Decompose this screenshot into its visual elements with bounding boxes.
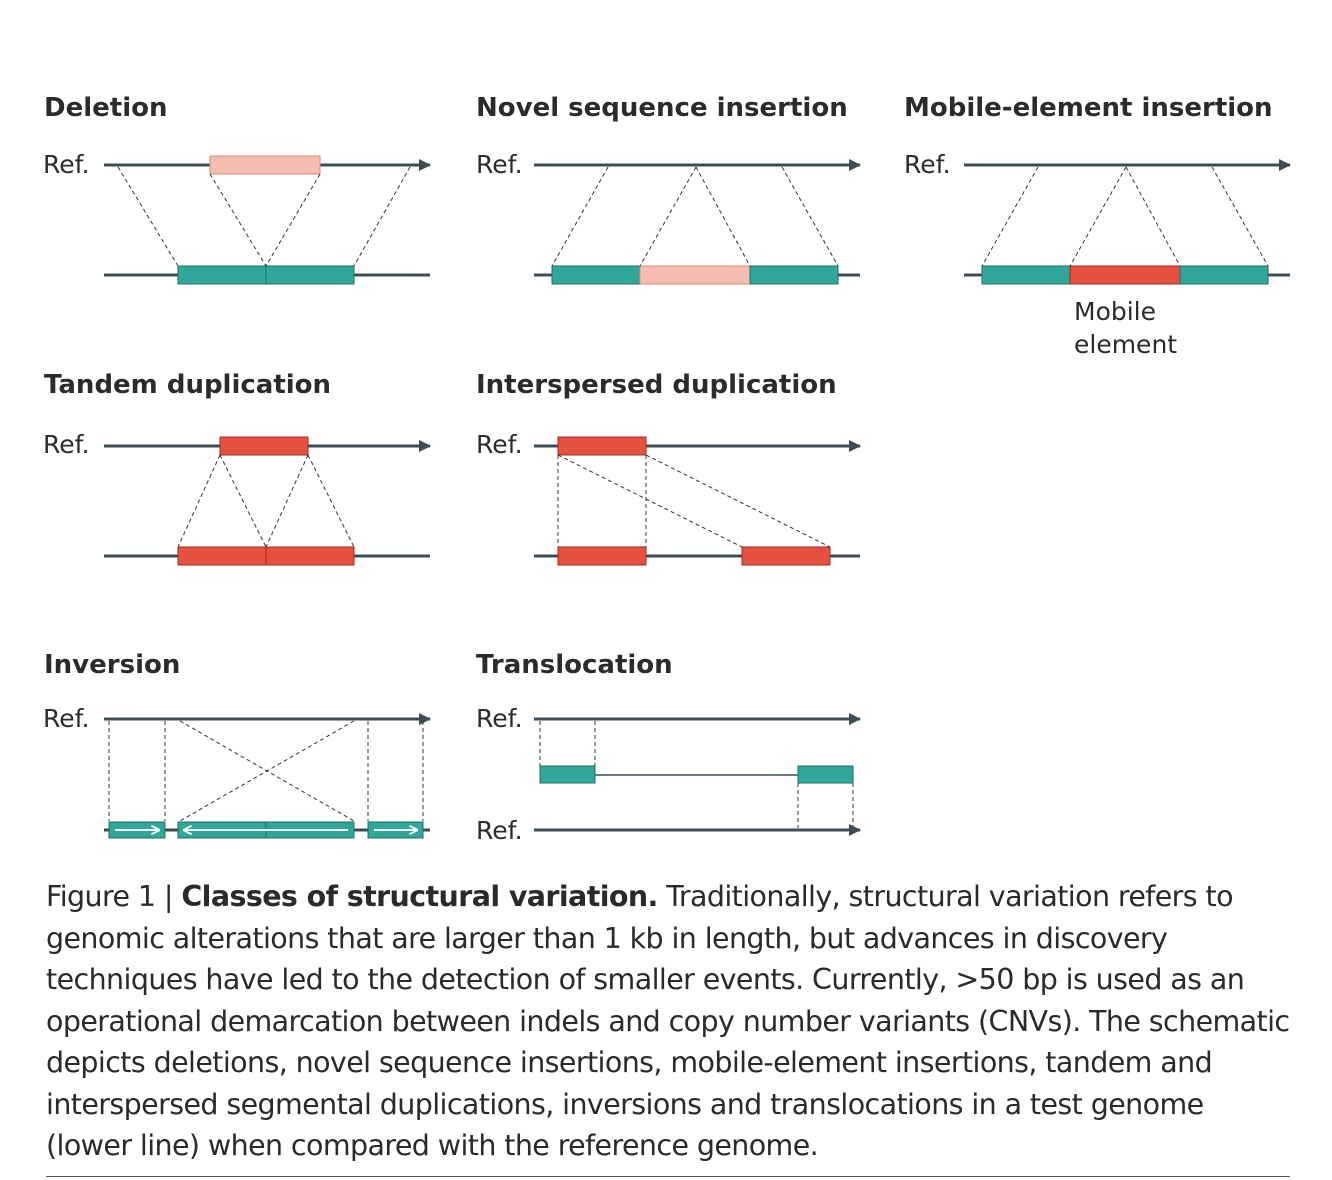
inversion-title: Inversion (44, 650, 180, 680)
deletion-mapping-lines (117, 166, 411, 267)
interspersed-duplication-panel: Interspersed duplication Ref. (476, 370, 861, 566)
tandem-duplication-mapping-lines (177, 454, 355, 548)
translocation-mapping-lines (539, 721, 854, 828)
deletion-left-segment (177, 265, 267, 285)
interspersed-duplication-original (557, 546, 647, 566)
tandem-duplication-copy1 (177, 546, 267, 566)
mobile-element-inserted-segment (1069, 265, 1181, 285)
translocation-panel: Translocation Ref. Ref. (476, 650, 861, 845)
figure-caption: Figure 1 | Classes of structural variati… (46, 876, 1296, 1167)
interspersed-duplication-title: Interspersed duplication (476, 370, 837, 400)
interspersed-duplication-source-segment (557, 436, 647, 456)
deletion-title: Deletion (44, 93, 167, 123)
deletion-ref-label: Ref. (43, 150, 90, 179)
mobile-element-label-line2: element (1074, 330, 1177, 359)
mobile-element-left-segment (981, 265, 1071, 285)
caption-heading: Classes of structural variation. (181, 880, 658, 913)
mobile-element-title: Mobile-element insertion (904, 93, 1273, 123)
tandem-duplication-copy2 (265, 546, 355, 566)
inversion-ref-label: Ref. (43, 704, 90, 733)
mobile-element-right-segment (1179, 265, 1269, 285)
tandem-duplication-panel: Tandem duplication Ref. (43, 370, 431, 566)
interspersed-duplication-mapping-lines (557, 454, 831, 548)
novel-insertion-title: Novel sequence insertion (476, 93, 848, 123)
novel-insertion-inserted-segment (639, 265, 751, 285)
tandem-duplication-title: Tandem duplication (44, 370, 331, 400)
mobile-element-label-line1: Mobile (1074, 297, 1156, 326)
caption-figure-number: Figure 1 | (46, 880, 182, 913)
inversion-mapping-lines (108, 720, 424, 822)
translocation-title: Translocation (476, 650, 673, 680)
caption-divider (46, 1176, 1290, 1177)
novel-insertion-mapping-lines (551, 166, 839, 267)
translocation-ref-label-top: Ref. (476, 704, 523, 733)
mobile-element-ref-label: Ref. (904, 150, 951, 179)
novel-insertion-right-segment (749, 265, 839, 285)
deletion-panel: Deletion Ref. (43, 93, 431, 285)
structural-variation-diagram: Deletion Ref. Novel sequence insertion R… (43, 93, 1291, 845)
translocation-ref-label-bottom: Ref. (476, 816, 523, 845)
inversion-panel: Inversion Ref. (43, 650, 431, 839)
caption-body: Traditionally, structural variation refe… (46, 880, 1290, 1162)
tandem-duplication-ref-label: Ref. (43, 430, 90, 459)
translocation-segment-from-top (539, 765, 596, 784)
interspersed-duplication-copy (741, 546, 831, 566)
deletion-right-segment (265, 265, 355, 285)
tandem-duplication-source-segment (219, 436, 309, 456)
deletion-deleted-segment (209, 155, 321, 175)
mobile-element-mapping-lines (981, 166, 1269, 267)
mobile-element-panel: Mobile-element insertion Ref. Mobile ele… (904, 93, 1291, 359)
translocation-segment-from-bottom (797, 765, 854, 784)
novel-insertion-panel: Novel sequence insertion Ref. (476, 93, 861, 285)
novel-insertion-left-segment (551, 265, 641, 285)
interspersed-duplication-ref-label: Ref. (476, 430, 523, 459)
novel-insertion-ref-label: Ref. (476, 150, 523, 179)
